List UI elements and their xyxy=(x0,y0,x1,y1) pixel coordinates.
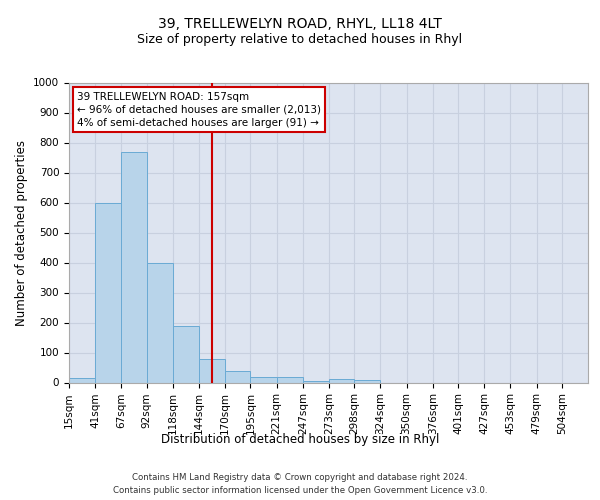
Bar xyxy=(69,378,95,382)
Bar xyxy=(277,377,303,382)
Text: 39 TRELLEWELYN ROAD: 157sqm
← 96% of detached houses are smaller (2,013)
4% of s: 39 TRELLEWELYN ROAD: 157sqm ← 96% of det… xyxy=(77,92,321,128)
Bar xyxy=(250,377,277,382)
Bar xyxy=(303,381,329,382)
Bar xyxy=(225,370,250,382)
Text: 39, TRELLEWELYN ROAD, RHYL, LL18 4LT: 39, TRELLEWELYN ROAD, RHYL, LL18 4LT xyxy=(158,18,442,32)
Bar xyxy=(95,202,121,382)
Text: Contains public sector information licensed under the Open Government Licence v3: Contains public sector information licen… xyxy=(113,486,487,495)
Bar xyxy=(146,262,173,382)
Bar xyxy=(121,152,146,382)
Y-axis label: Number of detached properties: Number of detached properties xyxy=(14,140,28,326)
Bar xyxy=(199,358,225,382)
Bar xyxy=(329,379,354,382)
Text: Distribution of detached houses by size in Rhyl: Distribution of detached houses by size … xyxy=(161,432,439,446)
Text: Contains HM Land Registry data © Crown copyright and database right 2024.: Contains HM Land Registry data © Crown c… xyxy=(132,472,468,482)
Bar xyxy=(173,326,199,382)
Text: Size of property relative to detached houses in Rhyl: Size of property relative to detached ho… xyxy=(137,32,463,46)
Bar xyxy=(354,380,380,382)
